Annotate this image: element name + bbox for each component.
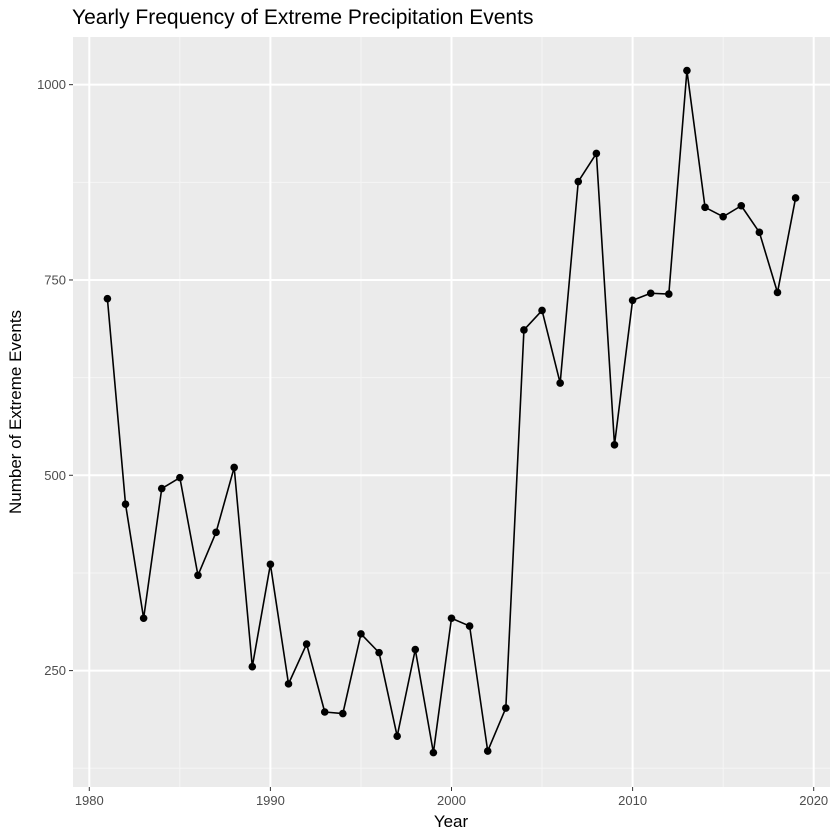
data-point	[248, 662, 257, 671]
chart-title: Yearly Frequency of Extreme Precipitatio…	[72, 6, 533, 29]
data-point	[701, 203, 709, 212]
data-point	[357, 630, 365, 638]
data-point	[320, 708, 329, 716]
data-point	[230, 463, 238, 472]
data-point	[574, 177, 583, 186]
data-point	[284, 680, 293, 688]
y-tick-label: 750	[44, 272, 66, 287]
data-point	[411, 645, 420, 654]
data-point	[375, 648, 383, 657]
data-point	[538, 306, 546, 315]
data-point	[737, 201, 746, 210]
data-point	[429, 748, 438, 757]
data-point	[628, 296, 637, 305]
data-point	[646, 289, 655, 298]
data-point	[520, 326, 528, 334]
x-tick-label: 2010	[618, 793, 647, 808]
data-point	[139, 614, 148, 623]
data-point	[157, 484, 166, 493]
data-point	[447, 614, 456, 623]
data-point	[610, 441, 619, 449]
x-axis: 1980 1990 2000 2010 2020	[75, 787, 828, 808]
data-point	[302, 640, 311, 648]
data-point	[465, 622, 474, 630]
data-point	[121, 500, 130, 508]
data-point	[176, 473, 184, 482]
x-tick-label: 2000	[437, 793, 466, 808]
data-point	[683, 66, 691, 75]
x-tick-label: 2020	[799, 793, 828, 808]
major-gridlines	[73, 37, 830, 787]
data-point	[556, 379, 564, 387]
x-axis-title: Year	[434, 812, 469, 831]
data-point	[791, 194, 800, 202]
data-point	[339, 709, 347, 718]
y-tick-label: 1000	[37, 77, 66, 92]
data-point	[502, 704, 510, 712]
x-tick-label: 1980	[75, 793, 104, 808]
data-points	[103, 66, 800, 757]
y-axis-title: Number of Extreme Events	[6, 310, 25, 514]
data-point	[393, 732, 401, 741]
data-point	[483, 747, 492, 755]
data-point	[665, 290, 673, 298]
data-point	[773, 288, 782, 297]
y-tick-label: 250	[44, 663, 66, 678]
y-axis: 250 500 750 1000	[37, 77, 73, 678]
data-point	[194, 571, 202, 580]
data-point	[592, 149, 601, 158]
x-tick-label: 1990	[256, 793, 285, 808]
data-point	[266, 560, 275, 569]
y-tick-label: 500	[44, 468, 66, 483]
data-point	[212, 528, 220, 537]
data-point	[719, 212, 727, 221]
data-point	[755, 228, 764, 237]
data-point	[103, 294, 112, 303]
